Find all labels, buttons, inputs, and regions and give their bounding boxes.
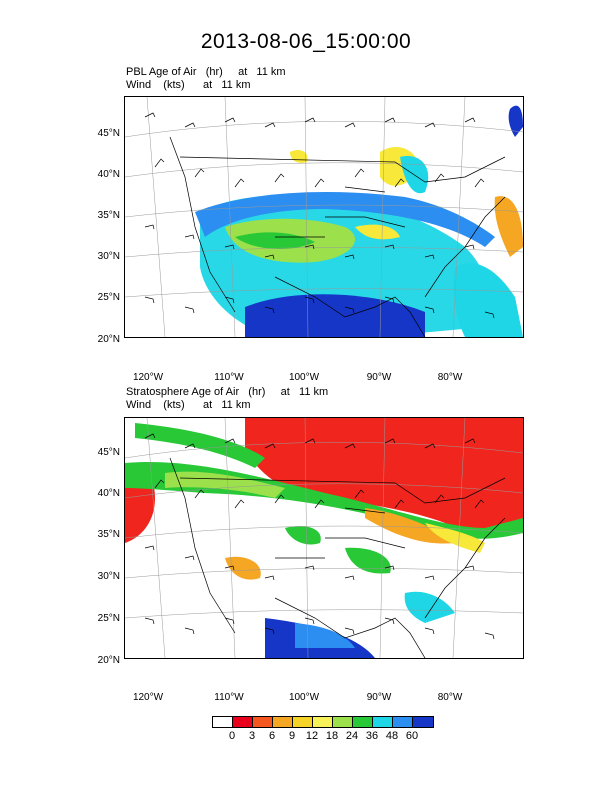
colorbar-swatch: [273, 717, 293, 727]
colorbar-label: 48: [385, 730, 399, 742]
colorbar-label: 12: [305, 730, 319, 742]
colorbar-label: 18: [325, 730, 339, 742]
colorbar-swatch: [213, 717, 233, 727]
colorbar-label: 24: [345, 730, 359, 742]
lon-tick-label: 110°W: [214, 692, 244, 703]
lon-tick-label: 100°W: [288, 692, 320, 703]
lat-tick-label: 30°N: [97, 571, 120, 582]
colorbar-label: 60: [405, 730, 419, 742]
lat-tick-label: 45°N: [97, 447, 120, 458]
lon-tick-label: 90°W: [366, 692, 392, 703]
panel-1-field-label: PBL Age of Air (hr) at 11 km: [126, 66, 286, 78]
panel-2-map: [124, 417, 524, 659]
colorbar-swatch: [293, 717, 313, 727]
colorbar-label: 36: [365, 730, 379, 742]
graticule: [125, 418, 523, 658]
colorbar-swatch: [413, 717, 433, 727]
colorbar-swatch: [353, 717, 373, 727]
lon-tick-label: 100°W: [288, 372, 320, 383]
panel-2-wind-label: Wind (kts) at 11 km: [126, 399, 251, 411]
lat-tick-label: 40°N: [97, 488, 120, 499]
lat-tick-label: 30°N: [97, 251, 120, 262]
panel-1-lat-axis: 45°N 40°N 35°N 30°N 25°N 20°N: [76, 96, 120, 345]
lat-tick-label: 25°N: [97, 613, 120, 624]
lat-tick-label: 20°N: [97, 655, 120, 666]
stratosphere-age-field: [125, 418, 523, 658]
lon-tick-label: 90°W: [366, 372, 392, 383]
map-title: 2013-08-06_15:00:00: [200, 30, 412, 53]
lon-tick-label: 120°W: [132, 692, 164, 703]
wind-barbs: [144, 433, 495, 640]
colorbar-swatch: [373, 717, 393, 727]
panel-2-label: Stratosphere Age of Air (hr) at 11 km Wi…: [126, 386, 328, 412]
panel-1-map: [124, 96, 524, 338]
colorbar-swatch: [253, 717, 273, 727]
lon-tick-label: 80°W: [437, 372, 463, 383]
colorbar-label: 0: [228, 730, 236, 742]
colorbar-label: 6: [268, 730, 276, 742]
lat-tick-label: 40°N: [97, 169, 120, 180]
colorbar-swatch: [393, 717, 413, 727]
panel-2-lat-axis: 45°N 40°N 35°N 30°N 25°N 20°N: [76, 417, 120, 666]
colorbar-swatch: [313, 717, 333, 727]
panel-2-lon-axis: 120°W 110°W 100°W 90°W 80°W: [124, 692, 522, 706]
colorbar-label: 9: [288, 730, 296, 742]
lat-tick-label: 20°N: [97, 334, 120, 345]
colorbar-swatch: [233, 717, 253, 727]
lon-tick-label: 110°W: [214, 372, 244, 383]
lat-tick-label: 35°N: [97, 210, 120, 221]
lat-tick-label: 45°N: [97, 128, 120, 139]
colorbar-labels: 0 3 6 9 12 18 24 36 48 60: [212, 730, 434, 744]
lon-tick-label: 120°W: [132, 372, 164, 383]
colorbar-label: 3: [248, 730, 256, 742]
graticule: [125, 97, 523, 337]
wind-barbs: [144, 112, 495, 319]
panel-1-label: PBL Age of Air (hr) at 11 km Wind (kts) …: [126, 66, 286, 92]
panel-2-field-label: Stratosphere Age of Air (hr) at 11 km: [126, 386, 329, 398]
panel-1-wind-label: Wind (kts) at 11 km: [126, 79, 251, 91]
colorbar-swatch: [333, 717, 353, 727]
pbl-age-field: [195, 105, 523, 337]
lat-tick-label: 35°N: [97, 529, 120, 540]
panel-1-lon-axis: 120°W 110°W 100°W 90°W 80°W: [124, 372, 522, 386]
colorbar: [212, 716, 434, 728]
lon-tick-label: 80°W: [437, 692, 463, 703]
lat-tick-label: 25°N: [97, 292, 120, 303]
